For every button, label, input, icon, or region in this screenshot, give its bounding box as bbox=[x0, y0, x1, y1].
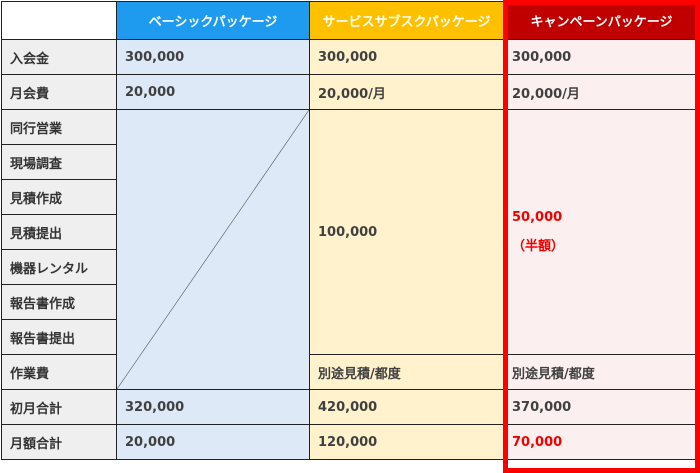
basic-entry: 300,000 bbox=[116, 39, 310, 75]
header-campaign: キャンペーンパッケージ bbox=[503, 1, 700, 40]
row-label: 同行営業 bbox=[1, 109, 117, 145]
row-label: 報告書提出 bbox=[1, 319, 117, 355]
subscribe-first: 420,000 bbox=[309, 389, 504, 425]
campaign-services: 50,000 （半額） bbox=[503, 109, 700, 355]
header-basic: ベーシックパッケージ bbox=[116, 1, 310, 40]
campaign-services-price: 50,000 bbox=[512, 210, 563, 225]
basic-monthly: 20,000 bbox=[116, 74, 310, 110]
campaign-entry: 300,000 bbox=[503, 39, 700, 75]
row-label: 現場調査 bbox=[1, 144, 117, 180]
corner-cell bbox=[1, 1, 117, 40]
subscribe-entry: 300,000 bbox=[309, 39, 504, 75]
row-label: 機器レンタル bbox=[1, 249, 117, 285]
row-label: 報告書作成 bbox=[1, 284, 117, 320]
subscribe-total: 120,000 bbox=[309, 424, 504, 460]
basic-total: 20,000 bbox=[116, 424, 310, 460]
row-label: 作業費 bbox=[1, 354, 117, 390]
pricing-table: ベーシックパッケージ サービスサブスクパッケージ キャンペーンパッケージ 入会金… bbox=[1, 1, 700, 460]
campaign-services-note: （半額） bbox=[512, 239, 565, 254]
subscribe-work: 別途見積/都度 bbox=[309, 354, 504, 390]
subscribe-monthly: 20,000/月 bbox=[309, 74, 504, 110]
campaign-monthly: 20,000/月 bbox=[503, 74, 700, 110]
basic-not-included bbox=[116, 109, 310, 390]
diagonal-line bbox=[117, 110, 309, 389]
row-label: 初月合計 bbox=[1, 389, 117, 425]
basic-first: 320,000 bbox=[116, 389, 310, 425]
row-label: 見積提出 bbox=[1, 214, 117, 250]
campaign-first: 370,000 bbox=[503, 389, 700, 425]
row-label: 月会費 bbox=[1, 74, 117, 110]
campaign-work: 別途見積/都度 bbox=[503, 354, 700, 390]
campaign-total: 70,000 bbox=[503, 424, 700, 460]
header-subscribe: サービスサブスクパッケージ bbox=[309, 1, 504, 40]
row-label: 月額合計 bbox=[1, 424, 117, 460]
row-label: 入会金 bbox=[1, 39, 117, 75]
row-label: 見積作成 bbox=[1, 179, 117, 215]
subscribe-services: 100,000 bbox=[309, 109, 504, 355]
